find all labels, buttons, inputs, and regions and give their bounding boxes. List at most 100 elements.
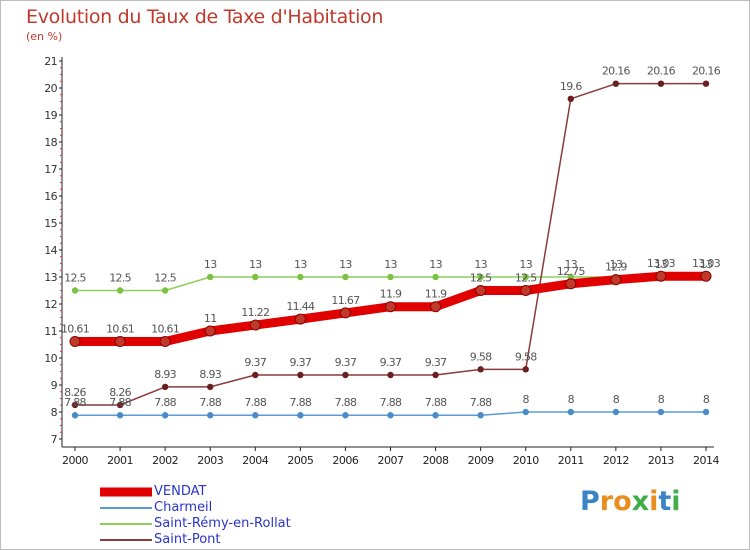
data-label-vendat: 11.9 xyxy=(425,288,447,301)
y-tick-label: 16 xyxy=(44,190,57,203)
data-label-saint-pont: 19.6 xyxy=(560,80,582,93)
data-point-saint-r-my-en-rollat xyxy=(477,273,484,281)
logo-letter: t xyxy=(658,486,672,517)
data-point-charmeil xyxy=(432,412,439,419)
data-point-saint-pont xyxy=(612,80,620,87)
data-point-vendat xyxy=(610,274,622,286)
y-tick-label: 13 xyxy=(44,271,57,284)
data-label-saint-pont: 20.16 xyxy=(602,65,631,78)
data-point-saint-r-my-en-rollat xyxy=(297,273,304,281)
data-label-saint-r-my-en-rollat: 13 xyxy=(204,258,217,271)
data-point-charmeil xyxy=(252,412,259,419)
legend-item: Saint-Pont xyxy=(100,532,360,548)
legend-item: Charmeil xyxy=(100,500,360,516)
x-tick-label: 2000 xyxy=(62,454,88,467)
data-label-saint-pont: 8.93 xyxy=(199,368,221,381)
data-label-saint-r-my-en-rollat: 13 xyxy=(564,258,577,271)
data-label-charmeil: 7.88 xyxy=(64,396,86,409)
y-tick-label: 19 xyxy=(44,109,57,122)
data-point-vendat xyxy=(430,301,442,313)
data-point-charmeil xyxy=(522,408,529,416)
x-tick-label: 2005 xyxy=(287,454,313,467)
data-point-vendat xyxy=(475,285,487,296)
data-point-charmeil xyxy=(342,412,349,419)
data-point-saint-pont xyxy=(477,366,484,373)
data-point-saint-pont xyxy=(161,383,169,391)
y-tick-label: 21 xyxy=(44,55,57,68)
data-label-saint-pont: 8.26 xyxy=(64,386,86,399)
data-label-vendat: 12.5 xyxy=(470,272,492,285)
x-tick-label: 2013 xyxy=(648,454,674,467)
data-label-charmeil: 7.88 xyxy=(425,396,447,409)
legend-label: Saint-Pont xyxy=(154,532,221,547)
data-label-saint-r-my-en-rollat: 13 xyxy=(249,258,262,271)
data-label-saint-pont: 9.37 xyxy=(425,356,447,369)
data-point-saint-pont xyxy=(116,401,124,409)
data-point-vendat xyxy=(294,313,306,325)
data-label-vendat: 13.03 xyxy=(647,257,676,270)
data-label-saint-r-my-en-rollat: 12.5 xyxy=(64,272,86,285)
data-label-saint-pont: 9.58 xyxy=(515,350,537,363)
data-point-vendat xyxy=(655,270,667,282)
data-label-saint-r-my-en-rollat: 13 xyxy=(474,258,487,271)
data-point-charmeil xyxy=(567,408,574,416)
data-label-charmeil: 8 xyxy=(613,393,620,406)
data-point-charmeil xyxy=(297,412,304,419)
data-point-saint-r-my-en-rollat xyxy=(387,273,394,281)
data-label-saint-r-my-en-rollat: 13 xyxy=(384,258,397,271)
data-point-vendat xyxy=(700,270,712,282)
y-tick-label: 10 xyxy=(44,352,57,365)
x-tick-label: 2004 xyxy=(242,454,268,467)
data-point-charmeil xyxy=(387,412,394,419)
x-tick-label: 2009 xyxy=(468,454,494,467)
data-label-charmeil: 8 xyxy=(703,393,710,406)
data-point-saint-pont xyxy=(71,401,79,409)
data-point-saint-pont xyxy=(657,80,665,87)
data-label-saint-pont: 8.93 xyxy=(154,368,176,381)
data-label-saint-pont: 9.37 xyxy=(335,356,357,369)
data-point-saint-pont xyxy=(297,371,304,379)
data-point-saint-r-my-en-rollat xyxy=(207,273,214,281)
data-point-charmeil xyxy=(612,408,620,416)
x-tick-label: 2010 xyxy=(513,454,539,467)
data-label-vendat: 10.61 xyxy=(151,323,179,336)
chart-title: Evolution du Taux de Taxe d'Habitation xyxy=(26,6,384,28)
data-label-saint-pont: 20.16 xyxy=(692,65,721,78)
y-tick-label: 18 xyxy=(44,136,57,149)
logo-letter: x xyxy=(631,486,650,517)
data-label-saint-pont: 9.58 xyxy=(470,350,492,363)
legend-label: VENDAT xyxy=(154,484,207,499)
x-tick-label: 2006 xyxy=(332,454,358,467)
data-point-saint-pont xyxy=(432,371,439,379)
x-tick-label: 2001 xyxy=(107,454,133,467)
legend-item: VENDAT xyxy=(100,484,360,500)
y-tick-label: 12 xyxy=(44,298,57,311)
logo-letter: o xyxy=(613,486,632,517)
data-label-charmeil: 7.88 xyxy=(154,396,176,409)
data-label-charmeil: 7.88 xyxy=(244,396,266,409)
legend-swatch xyxy=(100,523,152,525)
data-label-vendat: 10.61 xyxy=(61,323,89,336)
data-point-vendat xyxy=(520,285,532,296)
legend-swatch xyxy=(100,507,152,509)
logo-letter: i xyxy=(649,486,659,517)
legend-label: Saint-Rémy-en-Rollat xyxy=(154,516,291,531)
data-label-vendat: 12.9 xyxy=(605,261,627,274)
data-point-saint-r-my-en-rollat xyxy=(342,273,349,281)
data-point-charmeil xyxy=(702,408,710,416)
y-tick-label: 7 xyxy=(51,433,58,446)
data-label-charmeil: 7.88 xyxy=(335,396,357,409)
data-point-saint-r-my-en-rollat xyxy=(432,273,439,281)
data-label-saint-r-my-en-rollat: 13 xyxy=(429,258,442,271)
x-tick-label: 2008 xyxy=(423,454,449,467)
data-label-vendat: 12.5 xyxy=(515,272,537,285)
x-tick-label: 2007 xyxy=(378,454,404,467)
data-point-vendat xyxy=(159,336,171,348)
y-tick-label: 11 xyxy=(44,325,57,338)
y-tick-label: 8 xyxy=(51,406,58,419)
data-point-saint-r-my-en-rollat xyxy=(522,273,529,281)
data-point-vendat xyxy=(385,301,396,313)
data-point-charmeil xyxy=(477,412,484,419)
y-tick-label: 15 xyxy=(44,217,57,230)
unit-label: (en %) xyxy=(26,30,63,43)
